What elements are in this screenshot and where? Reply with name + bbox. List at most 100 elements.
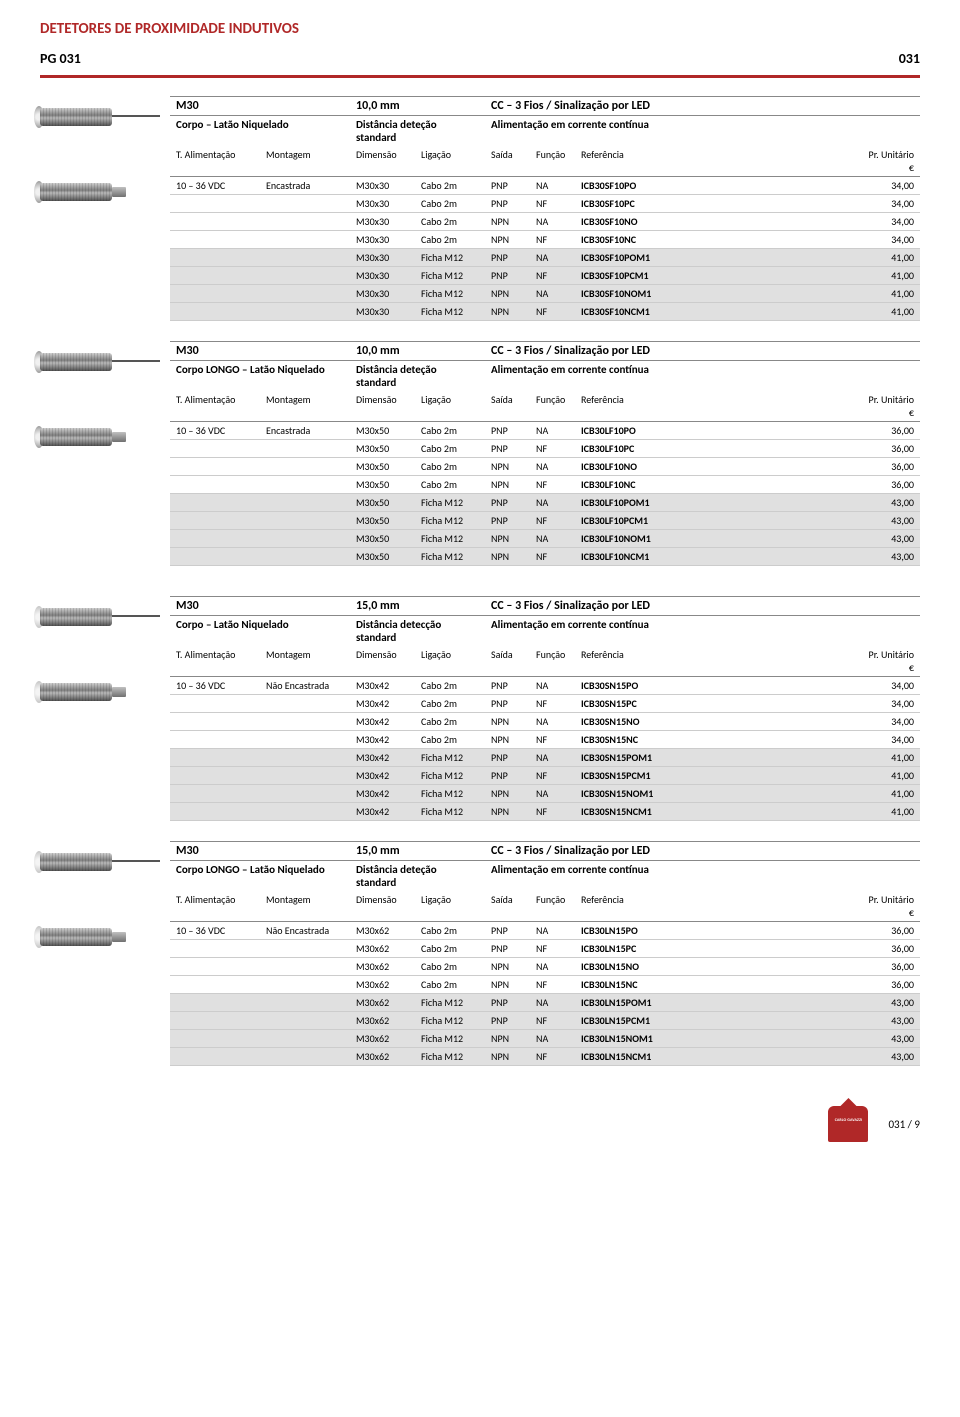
sensor-image-connector: [40, 177, 160, 207]
table-row: M30x42 Ficha M12 NPN NA ICB30SN15NOM1 41…: [170, 785, 920, 803]
table-row: M30x50 Cabo 2m PNP NF ICB30LF10PC 36,00: [170, 440, 920, 458]
table-row: M30x62 Ficha M12 PNP NF ICB30LN15PCM1 43…: [170, 1012, 920, 1030]
col-lig: Ligação: [415, 391, 485, 422]
hdr-signal: CC – 3 Fios / Sinalização por LED: [485, 97, 920, 116]
col-mont: Montagem: [260, 146, 350, 177]
hdr-dist-std: Distância deteção standard: [350, 361, 485, 392]
table-row: 10 – 36 VDC Não Encastrada M30x42 Cabo 2…: [170, 677, 920, 695]
hdr-signal: CC – 3 Fios / Sinalização por LED: [485, 842, 920, 861]
sensor-image-connector: [40, 922, 160, 952]
sensor-image-cable: [40, 102, 160, 132]
col-ta: T. Alimentação: [170, 891, 260, 922]
col-ref: Referência: [575, 891, 850, 922]
col-lig: Ligação: [415, 646, 485, 677]
hdr-model: M30: [170, 97, 350, 116]
col-dim: Dimensão: [350, 646, 415, 677]
hdr-dist-std: Distância deteção standard: [350, 116, 485, 147]
col-fun: Função: [530, 146, 575, 177]
table-row: M30x62 Ficha M12 NPN NA ICB30LN15NOM1 43…: [170, 1030, 920, 1048]
table-row: M30x42 Ficha M12 PNP NA ICB30SN15POM1 41…: [170, 749, 920, 767]
col-ta: T. Alimentação: [170, 391, 260, 422]
table-row: M30x30 Cabo 2m NPN NA ICB30SF10NO 34,00: [170, 213, 920, 231]
col-sai: Saída: [485, 146, 530, 177]
sensor-image-cable: [40, 847, 160, 877]
hdr-signal: CC – 3 Fios / Sinalização por LED: [485, 597, 920, 616]
hdr-dist-std: Distância detecção standard: [350, 616, 485, 647]
table-row: 10 – 36 VDC Encastrada M30x50 Cabo 2m PN…: [170, 422, 920, 440]
col-mont: Montagem: [260, 891, 350, 922]
col-ref: Referência: [575, 146, 850, 177]
col-dim: Dimensão: [350, 391, 415, 422]
table-row: M30x30 Cabo 2m PNP NF ICB30SF10PC 34,00: [170, 195, 920, 213]
hdr-distance: 10,0 mm: [350, 97, 485, 116]
sensor-image-connector: [40, 422, 160, 452]
hdr-power: Alimentação em corrente contínua: [485, 361, 920, 392]
hdr-body: Corpo LONGO – Latão Niquelado: [170, 361, 350, 392]
page-title: DETETORES DE PROXIMIDADE INDUTIVOS: [40, 20, 920, 38]
table-row: M30x30 Ficha M12 NPN NF ICB30SF10NCM1 41…: [170, 303, 920, 321]
col-pr: Pr. Unitário€: [850, 391, 920, 422]
pg-left: PG 031: [40, 50, 81, 67]
table-row: M30x42 Cabo 2m NPN NA ICB30SN15NO 34,00: [170, 713, 920, 731]
col-ref: Referência: [575, 646, 850, 677]
col-lig: Ligação: [415, 146, 485, 177]
col-fun: Função: [530, 391, 575, 422]
col-pr: Pr. Unitário€: [850, 891, 920, 922]
col-fun: Função: [530, 891, 575, 922]
table-row: M30x42 Cabo 2m NPN NF ICB30SN15NC 34,00: [170, 731, 920, 749]
col-fun: Função: [530, 646, 575, 677]
hdr-model: M30: [170, 842, 350, 861]
hdr-power: Alimentação em corrente contínua: [485, 616, 920, 647]
horizontal-rule: [40, 75, 920, 78]
table-row: M30x50 Cabo 2m NPN NA ICB30LF10NO 36,00: [170, 458, 920, 476]
table-row: M30x30 Cabo 2m NPN NF ICB30SF10NC 34,00: [170, 231, 920, 249]
hdr-distance: 10,0 mm: [350, 342, 485, 361]
col-sai: Saída: [485, 391, 530, 422]
col-pr: Pr. Unitário€: [850, 146, 920, 177]
table-row: M30x62 Cabo 2m NPN NF ICB30LN15NC 36,00: [170, 976, 920, 994]
col-ref: Referência: [575, 391, 850, 422]
product-table: M30 15,0 mm CC – 3 Fios / Sinalização po…: [170, 596, 920, 821]
table-row: M30x30 Ficha M12 PNP NF ICB30SF10PCM1 41…: [170, 267, 920, 285]
table-row: M30x62 Cabo 2m NPN NA ICB30LN15NO 36,00: [170, 958, 920, 976]
table-row: M30x50 Ficha M12 PNP NF ICB30LF10PCM1 43…: [170, 512, 920, 530]
table-row: M30x42 Cabo 2m PNP NF ICB30SN15PC 34,00: [170, 695, 920, 713]
product-table: M30 10,0 mm CC – 3 Fios / Sinalização po…: [170, 341, 920, 566]
hdr-body: Corpo LONGO – Latão Niquelado: [170, 861, 350, 892]
table-row: M30x42 Ficha M12 NPN NF ICB30SN15NCM1 41…: [170, 803, 920, 821]
hdr-distance: 15,0 mm: [350, 842, 485, 861]
table-row: M30x42 Ficha M12 PNP NF ICB30SN15PCM1 41…: [170, 767, 920, 785]
hdr-distance: 15,0 mm: [350, 597, 485, 616]
col-lig: Ligação: [415, 891, 485, 922]
product-table: M30 15,0 mm CC – 3 Fios / Sinalização po…: [170, 841, 920, 1066]
col-mont: Montagem: [260, 391, 350, 422]
col-ta: T. Alimentação: [170, 146, 260, 177]
sensor-image-cable: [40, 347, 160, 377]
brand-logo: [828, 1106, 868, 1142]
table-row: M30x62 Ficha M12 PNP NA ICB30LN15POM1 43…: [170, 994, 920, 1012]
hdr-power: Alimentação em corrente contínua: [485, 861, 920, 892]
table-row: M30x50 Ficha M12 NPN NF ICB30LF10NCM1 43…: [170, 548, 920, 566]
product-table: M30 10,0 mm CC – 3 Fios / Sinalização po…: [170, 96, 920, 321]
col-sai: Saída: [485, 646, 530, 677]
page-number: 031 / 9: [888, 1118, 920, 1131]
hdr-body: Corpo – Latão Niquelado: [170, 616, 350, 647]
sensor-image-cable: [40, 602, 160, 632]
col-mont: Montagem: [260, 646, 350, 677]
table-row: M30x30 Ficha M12 PNP NA ICB30SF10POM1 41…: [170, 249, 920, 267]
table-row: M30x30 Ficha M12 NPN NA ICB30SF10NOM1 41…: [170, 285, 920, 303]
table-row: M30x50 Cabo 2m NPN NF ICB30LF10NC 36,00: [170, 476, 920, 494]
sensor-image-connector: [40, 677, 160, 707]
col-pr: Pr. Unitário€: [850, 646, 920, 677]
table-row: M30x50 Ficha M12 PNP NA ICB30LF10POM1 43…: [170, 494, 920, 512]
hdr-power: Alimentação em corrente contínua: [485, 116, 920, 147]
hdr-signal: CC – 3 Fios / Sinalização por LED: [485, 342, 920, 361]
table-row: M30x50 Ficha M12 NPN NA ICB30LF10NOM1 43…: [170, 530, 920, 548]
col-sai: Saída: [485, 891, 530, 922]
table-row: 10 – 36 VDC Não Encastrada M30x62 Cabo 2…: [170, 922, 920, 940]
hdr-model: M30: [170, 342, 350, 361]
hdr-body: Corpo – Latão Niquelado: [170, 116, 350, 147]
table-row: M30x62 Ficha M12 NPN NF ICB30LN15NCM1 43…: [170, 1048, 920, 1066]
table-row: 10 – 36 VDC Encastrada M30x30 Cabo 2m PN…: [170, 177, 920, 195]
col-ta: T. Alimentação: [170, 646, 260, 677]
